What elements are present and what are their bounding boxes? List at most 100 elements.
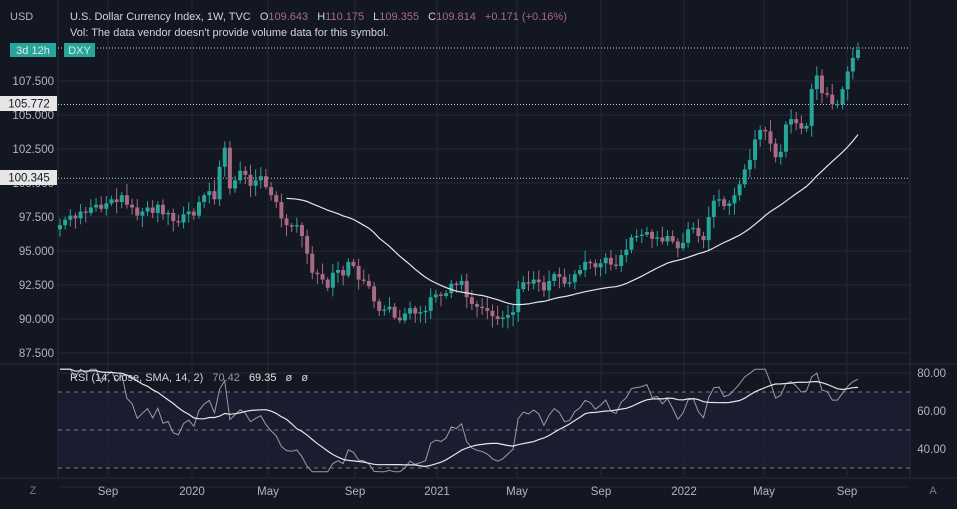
candle [222, 141, 227, 177]
candle-body [614, 264, 619, 266]
candle [552, 271, 557, 287]
candle [176, 214, 181, 227]
a-label: A [929, 485, 937, 497]
candle-body [547, 280, 552, 291]
candle-body [320, 274, 325, 280]
price-tick-label: 97.500 [19, 212, 54, 224]
price-tick-label: 92.500 [19, 280, 54, 292]
candle [634, 229, 639, 242]
candle-body [732, 195, 737, 204]
candle [361, 269, 366, 285]
candle-body [227, 147, 232, 189]
candle-body [521, 282, 526, 290]
candle-body [346, 261, 351, 276]
legend-row: U.S. Dollar Currency Index, 1W, TVC O109… [70, 11, 567, 23]
candle-body [104, 203, 109, 209]
candle [480, 298, 485, 315]
candle [490, 304, 495, 328]
candle [675, 238, 680, 258]
candle [227, 141, 232, 195]
candle-body [361, 279, 366, 281]
candle-body [531, 279, 536, 284]
candle-body [624, 249, 629, 256]
candle-body [299, 225, 304, 237]
candle [145, 201, 150, 216]
candle-body [639, 234, 644, 237]
countdown-text: 3d 12h [16, 45, 50, 57]
price-tag-1-text: 105.772 [8, 99, 50, 111]
candle-body [397, 317, 402, 321]
candle [263, 168, 268, 190]
candle-body [325, 279, 330, 288]
candle [763, 126, 768, 141]
rsi-tick-label: 60.00 [917, 406, 946, 418]
candle [119, 192, 124, 209]
candle [840, 86, 845, 110]
candle-body [145, 207, 150, 212]
candle [706, 206, 711, 252]
candle-body [644, 231, 649, 235]
rsi-level-lines [58, 391, 910, 469]
candle [428, 288, 433, 319]
time-tick-label: Sep [837, 486, 857, 498]
time-tick-label: Sep [591, 486, 611, 498]
candle [258, 167, 263, 189]
auto-scale-button-a[interactable]: A [929, 485, 937, 497]
auto-scale-button-z[interactable]: Z [30, 485, 37, 497]
candle [284, 213, 289, 237]
candle-body [243, 170, 248, 175]
candle-body [186, 211, 191, 215]
candle [567, 273, 572, 288]
candle-body [763, 129, 768, 132]
price-tick-label: 95.000 [19, 246, 54, 258]
candle-body [665, 236, 670, 242]
candle-body [341, 270, 346, 276]
candle-body [109, 199, 114, 204]
candle [160, 199, 165, 220]
candle-body [778, 151, 783, 158]
candle [155, 201, 160, 223]
candle [547, 270, 552, 300]
time-tick-label: 2020 [179, 486, 205, 498]
candle-body [176, 221, 181, 223]
candle-body [541, 282, 546, 291]
candle [500, 310, 505, 328]
candle [372, 281, 377, 309]
candle-body [207, 191, 212, 196]
candle-body [789, 119, 794, 125]
candle-body [351, 261, 356, 266]
volume-note: Vol: The data vendor doesn't provide vol… [70, 27, 389, 39]
candle [212, 180, 217, 205]
candle-body [377, 301, 382, 311]
candle [727, 200, 732, 216]
candle-body [840, 89, 845, 105]
candle-body [619, 255, 624, 266]
candle-body [583, 261, 588, 271]
candle [562, 268, 567, 288]
candle-body [99, 204, 104, 209]
time-tick-label: May [257, 486, 279, 498]
candle-body [505, 314, 510, 318]
candle-body [202, 195, 207, 203]
candle [325, 277, 330, 292]
candle [495, 305, 500, 325]
candle-body [181, 214, 186, 223]
candle-body [480, 306, 485, 309]
symbol-badge[interactable]: DXY [64, 43, 95, 57]
close-prefix: C [428, 11, 436, 23]
candle [63, 216, 68, 230]
candle [572, 270, 577, 290]
candle-body [475, 304, 480, 307]
candle-body [269, 187, 274, 196]
time-tick-label: 2021 [424, 486, 450, 498]
high-prefix: H [317, 11, 325, 23]
candle-body [140, 211, 145, 216]
candle-body [572, 274, 577, 283]
candle-body [305, 236, 310, 254]
candle [680, 232, 685, 251]
candle-body [423, 310, 428, 313]
candle-body [119, 195, 124, 203]
candle-body [660, 237, 665, 242]
price-tick-label: 107.500 [12, 76, 54, 88]
candle-body [160, 204, 165, 215]
